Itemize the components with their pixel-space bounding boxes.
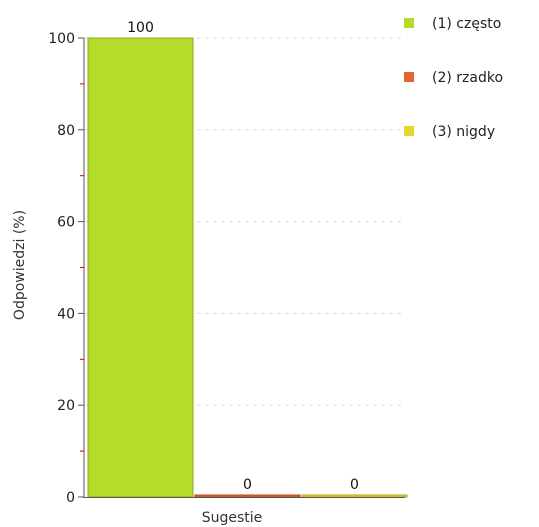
legend-label-3: (3) nigdy bbox=[432, 124, 495, 140]
data-label-2: 0 bbox=[243, 477, 252, 493]
bar-3 bbox=[301, 494, 408, 498]
y-ticks: 0 20 40 60 80 100 bbox=[48, 31, 84, 506]
y-tick-label: 20 bbox=[57, 398, 75, 414]
y-tick-label: 100 bbox=[48, 31, 75, 47]
y-axis-title: Odpowiedzi (%) bbox=[12, 210, 28, 320]
legend: (1) często (2) rzadko (3) nigdy bbox=[404, 16, 503, 140]
x-axis-title: Sugestie bbox=[202, 510, 263, 526]
legend-label-2: (2) rzadko bbox=[432, 70, 503, 86]
bars bbox=[87, 37, 408, 498]
y-tick-label: 40 bbox=[57, 306, 75, 322]
bar-2 bbox=[194, 494, 301, 498]
legend-swatch-1 bbox=[404, 18, 414, 28]
y-tick-label: 80 bbox=[57, 123, 75, 139]
legend-swatch-2 bbox=[404, 72, 414, 82]
y-tick-label: 60 bbox=[57, 215, 75, 231]
data-label-3: 0 bbox=[350, 477, 359, 493]
data-label-1: 100 bbox=[127, 20, 154, 36]
data-labels: 100 0 0 bbox=[127, 20, 359, 493]
grid-lines bbox=[85, 37, 405, 406]
bar-1 bbox=[87, 37, 194, 498]
y-tick-label: 0 bbox=[66, 490, 75, 506]
legend-swatch-3 bbox=[404, 126, 414, 136]
legend-label-1: (1) często bbox=[432, 16, 501, 32]
